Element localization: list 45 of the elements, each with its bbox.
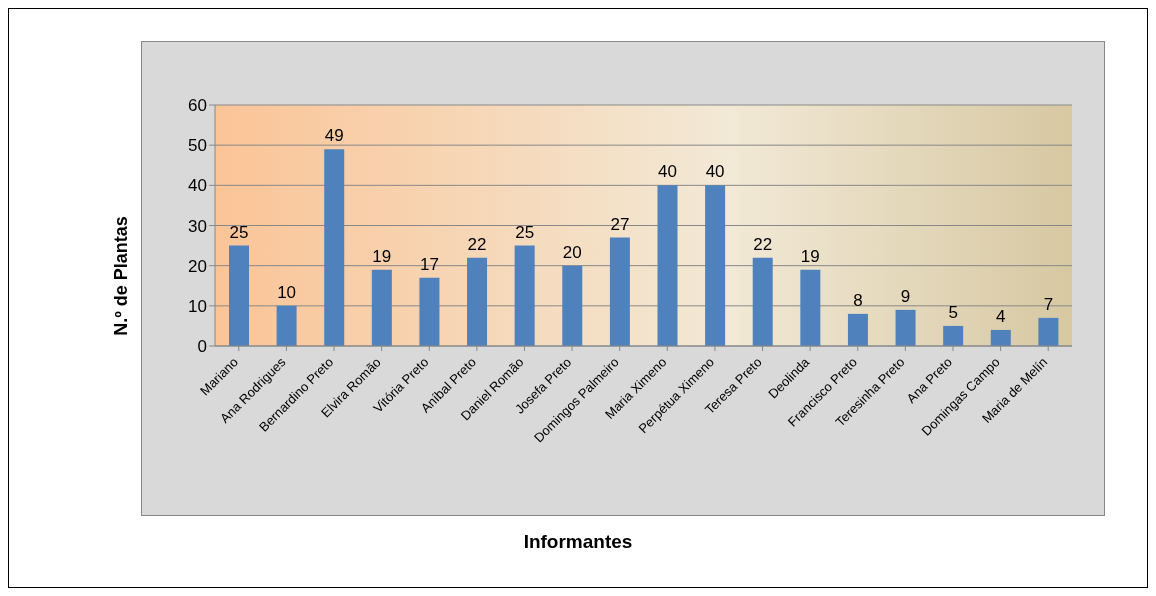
data-label: 19 (800, 246, 820, 266)
bar (800, 269, 821, 346)
bar (657, 185, 678, 346)
bar (467, 257, 488, 346)
bar (943, 325, 964, 346)
bar (371, 269, 392, 346)
bar (514, 245, 535, 346)
y-tick-label: 60 (188, 96, 207, 116)
bar (229, 245, 249, 346)
data-label: 4 (996, 306, 1006, 326)
y-axis-title: N.º de Plantas (110, 216, 132, 336)
bar (324, 149, 345, 346)
y-tick-label: 40 (188, 176, 207, 196)
bar (276, 305, 297, 346)
data-label: 7 (1043, 294, 1054, 314)
bar (895, 309, 916, 346)
data-label: 40 (705, 162, 725, 182)
data-label: 9 (900, 286, 911, 306)
y-tick-label: 50 (188, 136, 207, 156)
data-label: 8 (853, 290, 863, 310)
data-label: 5 (948, 302, 958, 322)
data-label: 17 (419, 254, 439, 274)
x-axis-title: Informantes (522, 531, 634, 553)
bar (847, 313, 868, 346)
data-label: 49 (324, 126, 344, 146)
bar (562, 265, 583, 346)
bar (609, 237, 630, 346)
data-label: 22 (467, 234, 487, 254)
data-label: 25 (515, 222, 535, 242)
bar (752, 257, 773, 346)
bar (990, 329, 1011, 346)
data-label: 20 (562, 242, 582, 262)
data-label: 19 (372, 246, 392, 266)
data-label: 27 (610, 214, 630, 234)
data-label: 10 (277, 282, 297, 302)
bar (705, 185, 726, 346)
y-tick-label: 0 (197, 337, 207, 357)
y-tick-label: 20 (188, 256, 207, 276)
y-tick-label: 30 (188, 216, 207, 236)
data-label: 25 (229, 222, 249, 242)
bar (1038, 317, 1059, 346)
data-label: 22 (753, 234, 773, 254)
data-label: 40 (658, 162, 677, 182)
bar (419, 277, 440, 346)
y-tick-label: 10 (188, 296, 207, 316)
